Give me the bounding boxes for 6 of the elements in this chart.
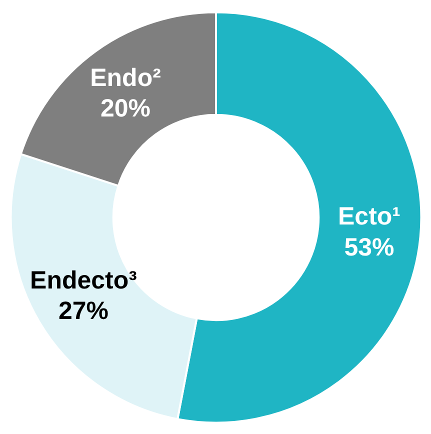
data-label: 53%	[344, 233, 394, 262]
slice-label: Endecto³	[30, 266, 137, 294]
slice-label: Endo²	[90, 64, 161, 92]
slice-label: Ecto¹	[338, 202, 400, 231]
data-label: 20%	[100, 94, 151, 123]
data-label: 27%	[58, 297, 109, 326]
